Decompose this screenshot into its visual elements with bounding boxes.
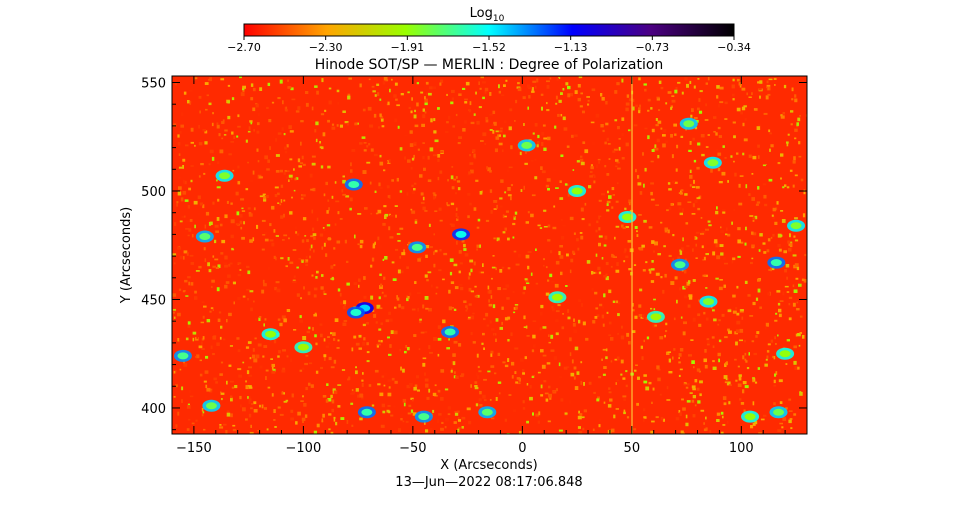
high-polarization-patch <box>205 402 217 410</box>
y-tick-label: 400 <box>141 402 166 417</box>
high-polarization-patch <box>411 243 423 251</box>
x-tick-label: 50 <box>624 441 641 456</box>
x-tick-label: −50 <box>399 441 426 456</box>
high-polarization-patch <box>177 352 189 360</box>
high-polarization-patch <box>702 298 714 306</box>
high-polarization-patch <box>521 141 533 149</box>
colorbar-tick-label: −1.91 <box>390 41 424 54</box>
y-tick-label: 550 <box>141 77 166 92</box>
heatmap-patches <box>173 117 806 423</box>
colorbar-label: Log10 <box>470 6 505 24</box>
chart-title: Hinode SOT/SP — MERLIN : Degree of Polar… <box>315 57 664 73</box>
colorbar-tick-label: −0.34 <box>717 41 751 54</box>
colorbar-tick-label: −2.70 <box>227 41 261 54</box>
high-polarization-patch <box>444 328 456 336</box>
high-polarization-patch <box>674 261 686 269</box>
plot-frame <box>171 75 808 435</box>
colorbar-tick-label: −1.13 <box>554 41 588 54</box>
x-tick-label: −150 <box>176 441 212 456</box>
high-polarization-patch <box>350 308 362 316</box>
x-axis-ticks: −150 −100 −50 0 50 100 <box>176 76 786 456</box>
high-polarization-patch <box>683 120 695 128</box>
colorbar-tick-label: −0.73 <box>635 41 669 54</box>
high-polarization-patch <box>418 413 430 421</box>
heatmap-texture <box>172 76 807 434</box>
high-polarization-patch <box>348 180 360 188</box>
high-polarization-patch <box>361 408 373 416</box>
high-polarization-patch <box>770 259 782 267</box>
y-axis-label: Y (Arcseconds) <box>119 207 134 304</box>
colorbar-ticks: −2.70 −2.30 −1.91 −1.52 −1.13 −0.73 −0.34 <box>227 36 751 54</box>
high-polarization-patch <box>773 408 785 416</box>
high-polarization-patch <box>790 222 802 230</box>
x-tick-label: 0 <box>518 441 526 456</box>
colorbar-tick-label: −2.30 <box>309 41 343 54</box>
polarization-heatmap <box>172 76 807 434</box>
high-polarization-patch <box>650 313 662 321</box>
high-polarization-patch <box>621 213 633 221</box>
colorbar-tick-label: −1.52 <box>472 41 506 54</box>
y-tick-label: 450 <box>141 293 166 308</box>
high-polarization-patch <box>455 230 467 238</box>
high-polarization-patch <box>481 408 493 416</box>
high-polarization-patch <box>219 172 231 180</box>
y-tick-label: 500 <box>141 185 166 200</box>
high-polarization-patch <box>707 159 719 167</box>
timestamp: 13—Jun—2022 08:17:06.848 <box>395 475 582 490</box>
y-axis-ticks: 400 450 500 550 <box>141 77 807 431</box>
x-axis-label: X (Arcseconds) <box>440 458 537 473</box>
colorbar <box>243 23 735 37</box>
high-polarization-patch <box>551 293 563 301</box>
high-polarization-patch <box>571 187 583 195</box>
high-polarization-patch <box>265 330 277 338</box>
high-polarization-patch <box>744 413 756 421</box>
high-polarization-patch <box>297 343 309 351</box>
high-polarization-patch <box>199 233 211 241</box>
x-tick-label: 100 <box>729 441 754 456</box>
x-tick-label: −100 <box>286 441 322 456</box>
high-polarization-patch <box>779 350 791 358</box>
